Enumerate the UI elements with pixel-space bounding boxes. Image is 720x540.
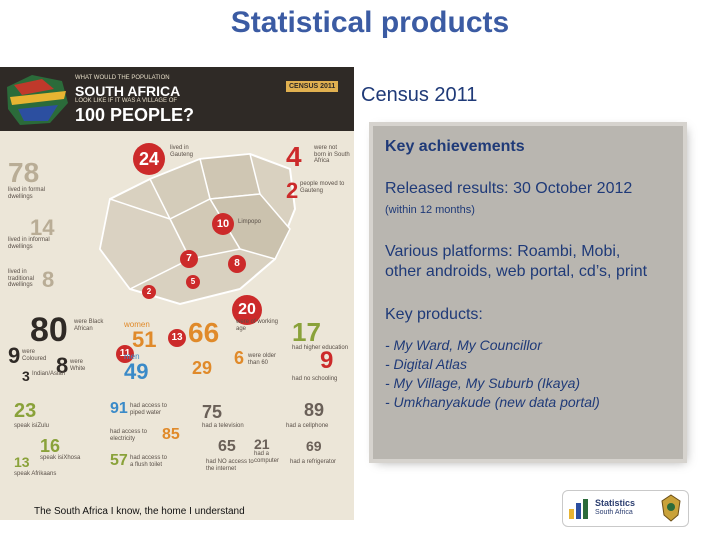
slide-title: Statistical products [230, 6, 510, 39]
coloured-stat: 9 [8, 343, 21, 368]
xhosa-label: speak isiXhosa [40, 455, 81, 461]
logo-line1: Statistics [595, 498, 636, 508]
fridge-label: had a refrigerator [290, 459, 337, 465]
african-stat: 80 [30, 311, 68, 349]
working-age-label: were of working age [236, 319, 279, 332]
formal-dwellings-stat: 78 [8, 157, 40, 188]
south-africa-flag-map-icon [7, 75, 68, 125]
wcape-circle: 11 [116, 345, 134, 363]
african-label: were Black African [74, 319, 104, 332]
footer-text: The South Africa I know, the home I unde… [34, 506, 245, 517]
white-stat: 8 [56, 353, 69, 378]
informal-dwellings-stat: 14 [30, 215, 55, 240]
no-internet-label: had NO access to the internet [206, 459, 254, 472]
ecape-circle: 13 [168, 329, 186, 347]
traditional-dwellings-label: lived in traditional dwellings [8, 269, 35, 289]
stats-sa-logo: Statistics South Africa [562, 490, 689, 527]
coat-of-arms-icon [661, 494, 681, 522]
men-stat: 49 [124, 359, 149, 384]
indian-stat: 3 [22, 368, 30, 384]
zulu-label: speak isiZulu [14, 423, 50, 429]
kzn-circle: 20 [232, 295, 262, 325]
women-word: women [124, 320, 150, 329]
fridge-stat: 69 [306, 438, 322, 454]
logo-line2: South Africa [595, 508, 633, 516]
released-date: Released results: 30 October 2012 [385, 180, 633, 197]
census-badge: CENSUS 2011 [286, 81, 339, 92]
gauteng-circle: 24 [133, 143, 165, 175]
products-heading: Key products: [385, 306, 483, 323]
computer-label: had a computer [254, 451, 280, 464]
water-stat: 91 [110, 400, 128, 417]
not-born-stat: 4 [286, 141, 302, 172]
traditional-dwellings-stat: 8 [42, 267, 55, 292]
stats-sa-bars-icon [569, 499, 588, 519]
infographic-question-line3: LOOK LIKE IF IT WAS A VILLAGE OF [75, 98, 178, 104]
informal-dwellings-label: lived in informal dwellings [8, 237, 50, 250]
cellphone-label: had a cellphone [286, 423, 329, 429]
south-africa-map [98, 152, 297, 306]
women-stat: 51 [132, 327, 157, 352]
infographic-question-line2: SOUTH AFRICA [75, 83, 181, 99]
water-label: had access to piped water [130, 403, 168, 416]
released-within: (within 12 months) [385, 204, 475, 216]
mpumalanga-circle: 8 [228, 255, 246, 273]
no-schooling-label: had no schooling [292, 376, 338, 382]
tv-stat: 75 [202, 402, 223, 422]
no-internet-stat: 65 [218, 438, 236, 455]
white-label: were White [70, 359, 86, 372]
toilet-stat: 57 [110, 452, 128, 469]
xhosa-stat: 16 [40, 436, 61, 456]
infographic-question-line1: WHAT WOULD THE POPULATION [75, 75, 170, 81]
product-item: - Digital Atlas [385, 356, 467, 372]
not-born-label: were not born in South Africa [314, 145, 350, 165]
zulu-stat: 23 [14, 400, 37, 422]
afrikaans-label: speak Afrikaans [14, 471, 57, 477]
indian-label: Indian/Asian [32, 371, 66, 377]
product-item: - My Village, My Suburb (Ikaya) [385, 375, 581, 391]
afrikaans-stat: 13 [14, 454, 30, 470]
key-achievements-panel: Key achievements Released results: 30 Oc… [373, 126, 683, 459]
product-item: - My Ward, My Councillor [385, 337, 542, 353]
census-title: Census 2011 [361, 84, 478, 106]
infographic-header: WHAT WOULD THE POPULATION SOUTH AFRICA L… [0, 67, 354, 131]
higher-education-stat: 17 [292, 317, 321, 347]
northwest-circle: 7 [180, 250, 198, 268]
ncape-circle: 2 [142, 285, 156, 299]
electricity-stat: 85 [162, 426, 180, 443]
no-schooling-stat: 9 [320, 347, 334, 374]
product-item: - Umkhanyakude (new data portal) [385, 394, 600, 410]
computer-stat: 21 [254, 436, 270, 452]
gauteng-label: lived in Gauteng [170, 145, 194, 158]
limpopo-label: Limpopo [238, 219, 262, 225]
logo-text: Statistics South Africa [595, 498, 636, 517]
moved-label: people moved to Gauteng [300, 181, 345, 194]
men-word: men [124, 352, 140, 361]
platforms-line1: Various platforms: Roambi, Mobi, [385, 243, 621, 260]
older-label: were older than 60 [248, 353, 277, 366]
older-stat: 6 [234, 348, 245, 368]
limpopo-circle: 10 [212, 213, 234, 235]
formal-dwellings-label: lived in formal dwellings [8, 187, 46, 200]
cellphone-stat: 89 [304, 400, 325, 420]
coloured-label: were Coloured [22, 349, 47, 362]
moved-stat: 2 [286, 178, 299, 203]
working-age-stat: 66 [188, 317, 220, 348]
panel-heading: Key achievements [385, 138, 525, 155]
freestate-circle: 5 [186, 275, 200, 289]
young-stat: 29 [192, 358, 213, 378]
census-infographic: WHAT WOULD THE POPULATION SOUTH AFRICA L… [0, 67, 354, 520]
tv-label: had a television [202, 423, 244, 429]
electricity-label: had access to electricity [110, 429, 148, 442]
platforms-line2: other androids, web portal, cd’s, print [385, 263, 648, 280]
toilet-label: had access to a flush toilet [130, 455, 168, 468]
infographic-question-line4: 100 PEOPLE? [75, 105, 195, 125]
higher-education-label: had higher education [292, 345, 349, 351]
